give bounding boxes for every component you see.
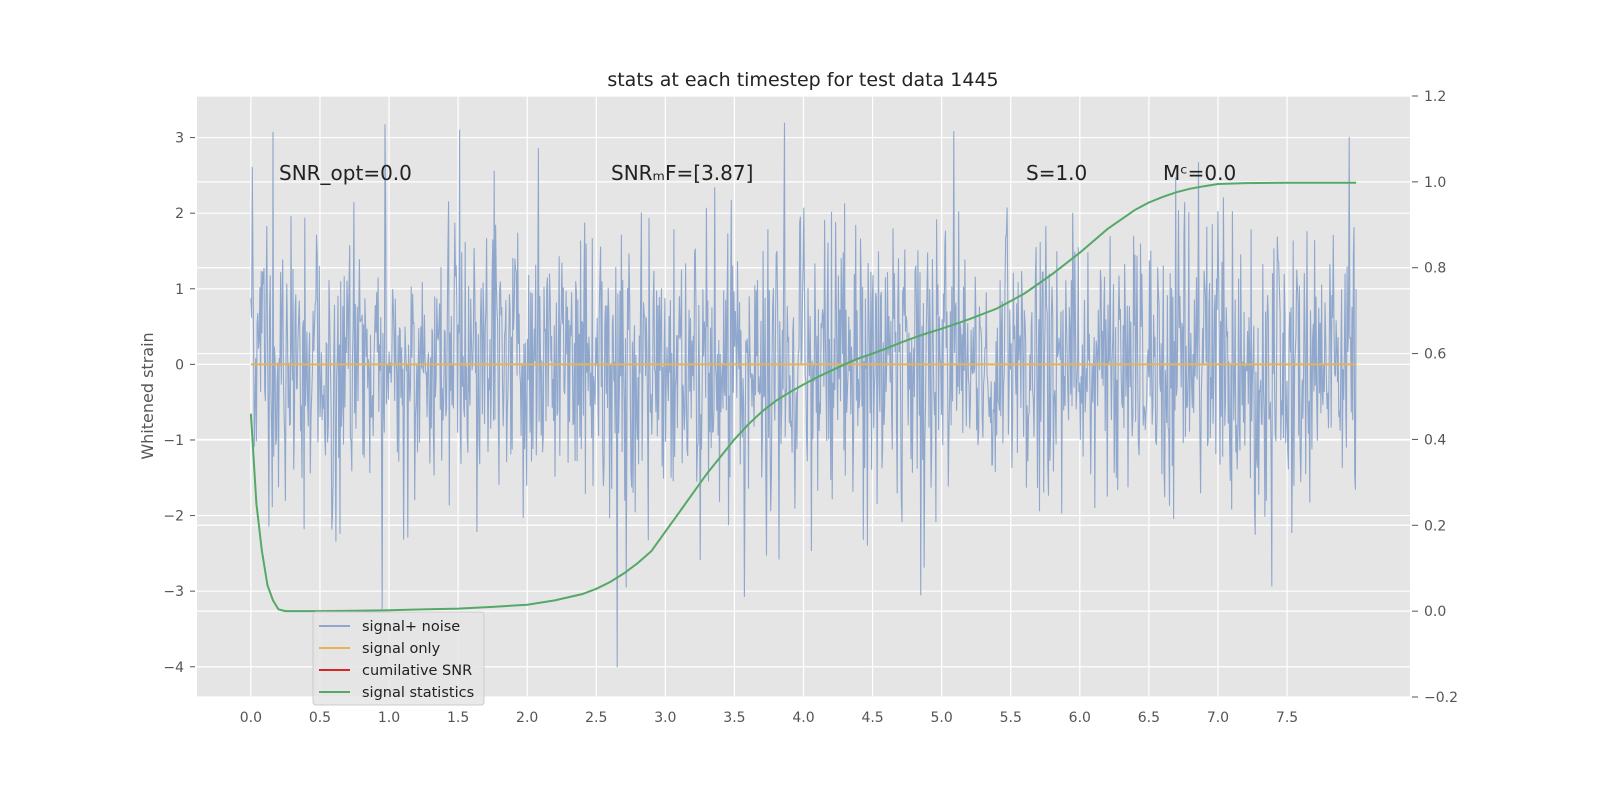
x-tick-label: 7.5 [1276,710,1298,726]
y2-tick-label: 0.4 [1424,432,1446,448]
signal-statistics-series [249,181,1357,613]
signal-noise-series [250,122,1357,668]
chart-title: stats at each timestep for test data 144… [607,69,998,91]
y2-tick-label: 0.6 [1424,347,1446,363]
y2-tick-label: −0.2 [1424,690,1458,706]
x-tick-label: 6.0 [1069,710,1091,726]
x-tick-label: 2.5 [585,710,607,726]
y2-tick-label: 0.0 [1424,604,1446,620]
annotation-snr-opt: SNR_opt=0.0 [279,161,412,185]
y2-tick-label: 0.8 [1424,261,1446,277]
y-tick-label: −3 [163,584,184,600]
x-tick-label: 4.5 [861,710,883,726]
y2-tick-label: 1.2 [1424,89,1446,105]
y2-tick-label: 0.2 [1424,518,1446,534]
x-tick-label: 3.5 [723,710,745,726]
x-tick-label: 3.0 [654,710,676,726]
legend-box [312,611,485,706]
y-tick-label: 2 [175,206,184,222]
x-tick-label: 2.0 [516,710,538,726]
x-tick-label: 7.0 [1207,710,1229,726]
annotation-mc-value: Mᶜ=0.0 [1163,161,1236,185]
x-tick-label: 5.5 [1000,710,1022,726]
signal-noise-line [250,122,1357,668]
x-tick-label: 0.0 [240,710,262,726]
annotation-s-value: S=1.0 [1026,161,1087,185]
y-tick-label: −2 [163,509,184,525]
legend: signal+ noise signal only cumilative SNR… [312,611,485,706]
legend-label-signal-noise: signal+ noise [362,619,460,635]
x-axis-ticks: 0.0 0.5 1.0 1.5 2.0 2.5 3.0 3.5 4.0 4.5 5.0 5.5 6.0 6… [240,710,1298,726]
signal-statistics-line [249,181,1357,613]
annotations: SNR_opt=0.0 SNRₘF=[3.87] S=1.0 Mᶜ=0.0 [279,161,1236,185]
y-tick-label: −4 [163,660,184,676]
y-axis-ticks: 3 2 1 0 −1 −2 −3 −4 [163,131,195,676]
legend-label-signal-statistics: signal statistics [362,685,474,701]
y-tick-label: 1 [175,282,184,298]
x-tick-label: 6.5 [1138,710,1160,726]
x-tick-label: 5.0 [931,710,953,726]
y-tick-label: 3 [175,131,184,147]
annotation-snr-mf: SNRₘF=[3.87] [611,161,753,185]
x-tick-label: 0.5 [309,710,331,726]
x-tick-label: 1.5 [447,710,469,726]
x-tick-label: 4.0 [792,710,814,726]
y-tick-label: 0 [175,357,184,373]
right-y-axis-ticks: 1.2 1.0 0.8 0.6 0.4 0.2 0.0 −0.2 [1412,89,1458,706]
y2-tick-label: 1.0 [1424,175,1446,191]
legend-label-signal-only: signal only [362,641,441,657]
y-axis-label: Whitened strain [138,332,157,459]
legend-label-cumulative-snr: cumilative SNR [362,663,472,679]
x-tick-label: 1.0 [378,710,400,726]
y-tick-label: −1 [163,433,184,449]
